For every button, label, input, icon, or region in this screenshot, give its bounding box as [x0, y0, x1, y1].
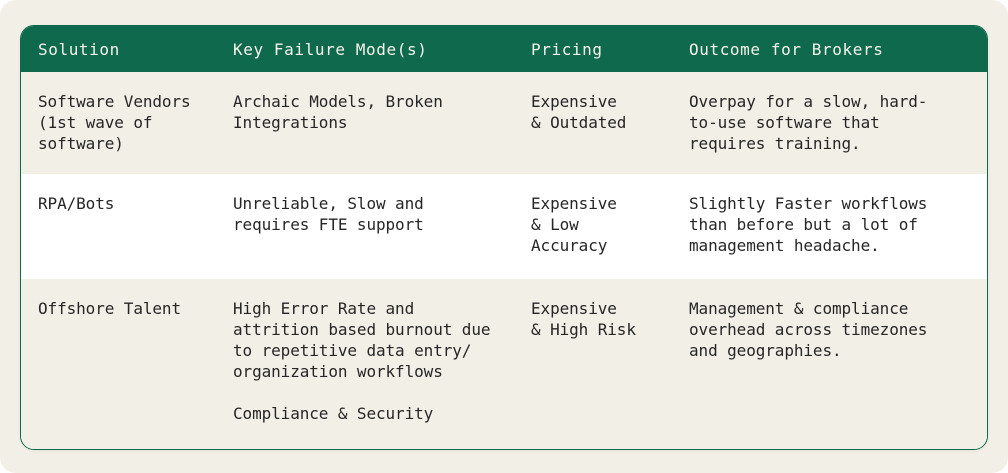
cell-solution: Offshore Talent: [38, 299, 181, 318]
table-header-row: Solution Key Failure Mode(s) Pricing Out…: [21, 26, 987, 72]
cell-solution: Software Vendors (1st wave of software): [38, 92, 191, 153]
cell-pricing: Expensive & High Risk: [531, 299, 636, 339]
cell-pricing: Expensive & Outdated: [531, 92, 627, 132]
comparison-table: Solution Key Failure Mode(s) Pricing Out…: [20, 25, 988, 450]
cell-outcome: Management & compliance overhead across …: [689, 299, 928, 360]
header-cell-solution: Solution: [38, 39, 120, 59]
header-cell-failure-modes: Key Failure Mode(s): [233, 39, 428, 59]
table-row-software-vendors: Software Vendors (1st wave of software) …: [21, 72, 987, 174]
cell-outcome: Overpay for a slow, hard- to-use softwar…: [689, 92, 928, 153]
cell-pricing: Expensive & Low Accuracy: [531, 194, 617, 255]
table-row-offshore-talent: Offshore Talent High Error Rate and attr…: [21, 279, 987, 449]
cell-failure-modes: Unreliable, Slow and requires FTE suppor…: [233, 194, 424, 234]
cell-failure-modes: Archaic Models, Broken Integrations: [233, 92, 443, 132]
cell-solution: RPA/Bots: [38, 194, 115, 213]
cell-failure-modes: High Error Rate and attrition based burn…: [233, 299, 491, 423]
table-row-rpa-bots: RPA/Bots Unreliable, Slow and requires F…: [21, 174, 987, 279]
header-cell-pricing: Pricing: [531, 39, 603, 59]
header-cell-outcome: Outcome for Brokers: [689, 39, 884, 59]
cell-outcome: Slightly Faster workflows than before bu…: [689, 194, 928, 255]
